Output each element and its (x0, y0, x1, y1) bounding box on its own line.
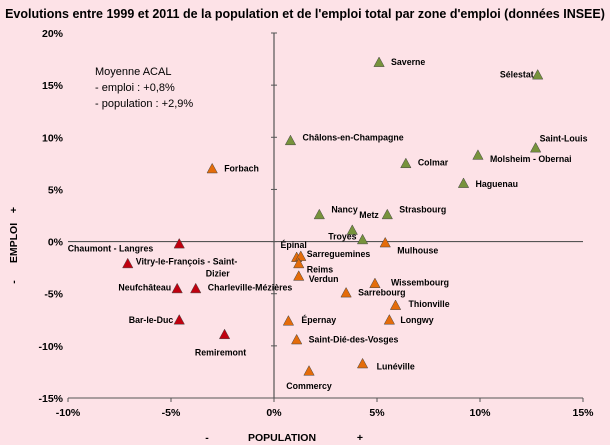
point-label: Charleville-Mézières (208, 283, 293, 293)
x-minus-sign: - (205, 432, 209, 444)
point-label: Chaumont - Langres (68, 244, 154, 254)
point-label: Strasbourg (399, 204, 446, 214)
point-label: Saverne (391, 57, 425, 67)
y-tick-label: -5% (44, 289, 63, 301)
point-label: Reims (307, 264, 334, 274)
point-label: Saint-Dié-des-Vosges (309, 335, 399, 345)
x-tick-label: 10% (469, 407, 491, 419)
x-tick-label: 15% (572, 407, 594, 419)
y-tick-label: -10% (38, 341, 63, 353)
average-annotation: Moyenne ACAL - emploi : +0,8% - populati… (95, 66, 193, 110)
point-marker (173, 314, 185, 325)
point-label: Troyes (328, 231, 356, 241)
point-label: Vitry-le-François - Saint-Dizier (136, 256, 238, 278)
point-label: Neufchâteau (118, 283, 171, 293)
point-marker (532, 68, 544, 80)
point-marker (400, 157, 412, 169)
point-label: Haguenau (476, 179, 519, 189)
point-marker (293, 257, 305, 269)
point-marker (284, 134, 297, 146)
point-marker (293, 270, 305, 281)
point-label: Épernay (301, 315, 336, 325)
point-marker (381, 208, 393, 220)
point-label: Commercy (286, 381, 332, 391)
point-label: Lunéville (377, 362, 415, 372)
point-marker (171, 282, 183, 294)
point-marker (303, 365, 315, 376)
point-marker (472, 149, 484, 160)
x-axis-label: POPULATION (248, 432, 316, 444)
point-marker (373, 56, 385, 67)
point-marker (291, 333, 303, 345)
point-marker (295, 250, 307, 261)
point-marker (379, 236, 391, 248)
point-marker (383, 314, 395, 325)
point-marker (340, 286, 352, 298)
point-marker (457, 177, 470, 188)
x-plus-sign: + (357, 432, 363, 444)
point-label: Sélestat (500, 70, 534, 80)
x-tick-label: 5% (369, 407, 385, 419)
point-marker (356, 357, 369, 369)
y-plus-sign: + (8, 207, 20, 213)
point-marker (369, 277, 381, 288)
y-tick-label: 10% (42, 132, 64, 144)
point-label: Colmar (418, 157, 449, 167)
y-tick-label: 5% (48, 184, 64, 196)
y-tick-label: 20% (42, 28, 64, 40)
point-label: Sarrebourg (358, 288, 405, 298)
point-marker (346, 224, 358, 235)
point-label: Remiremont (195, 347, 246, 357)
point-marker (313, 208, 325, 220)
data-points: Saverne Sélestat Saint-Louis Châlons-en-Cha… (68, 56, 588, 391)
point-marker (530, 141, 542, 153)
point-marker (356, 233, 369, 245)
annotation-line-2: - emploi : +0,8% (95, 82, 175, 94)
y-tick-label: -15% (38, 393, 63, 405)
point-label: Épinal (280, 240, 306, 250)
point-marker (218, 328, 231, 340)
point-label: Forbach (224, 164, 259, 174)
point-label: Thionville (409, 299, 450, 309)
point-label: Wissembourg (391, 277, 449, 287)
axes: -10% -5% 0% 5% 10% 15% -15% -10% -5% 0% 5% 10% 15% 20… (38, 28, 594, 419)
point-label: Verdun (309, 274, 339, 284)
point-label: Metz (359, 210, 379, 220)
y-axis-label: EMPLOI (8, 223, 20, 263)
point-marker (173, 237, 185, 249)
annotation-line-1: Moyenne ACAL (95, 66, 171, 78)
x-tick-label: -5% (162, 407, 181, 419)
point-label: Mulhouse (397, 246, 438, 256)
chart-title: Evolutions entre 1999 et 2011 de la popu… (5, 7, 605, 21)
y-minus-sign: - (8, 280, 20, 284)
point-label: Châlons-en-Champagne (302, 132, 403, 142)
x-tick-label: 0% (266, 407, 282, 419)
point-label: Bar-le-Duc (129, 315, 174, 325)
point-label: Longwy (400, 315, 433, 325)
annotation-line-3: - population : +2,9% (95, 98, 193, 110)
y-tick-label: 0% (48, 237, 64, 249)
point-label: Sarreguemines (307, 249, 371, 259)
point-marker (122, 257, 134, 269)
point-label: Saint-Louis (540, 134, 588, 144)
point-marker (190, 282, 202, 294)
point-label: Nancy (331, 204, 358, 214)
x-tick-label: -10% (56, 407, 81, 419)
point-marker (389, 299, 402, 310)
point-marker (282, 315, 295, 326)
point-marker (206, 162, 218, 174)
point-label: Molsheim - Obernai (490, 154, 572, 164)
y-tick-label: 15% (42, 80, 64, 92)
